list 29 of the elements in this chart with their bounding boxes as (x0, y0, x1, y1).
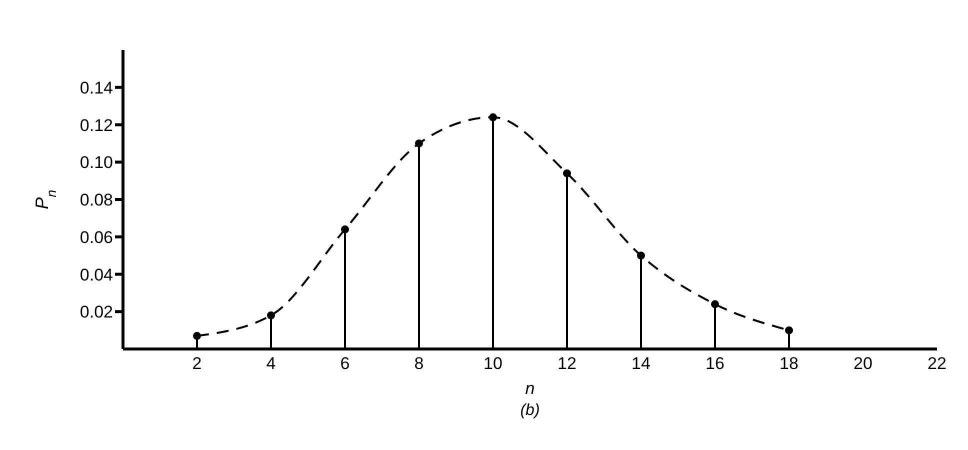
x-tick-label: 4 (266, 354, 276, 374)
point (563, 169, 571, 178)
text: (b) (519, 402, 541, 420)
x-tick-label: 18 (780, 354, 798, 374)
point (341, 225, 349, 234)
point (193, 332, 201, 340)
point (489, 113, 497, 122)
point (711, 300, 719, 308)
x-tick-label: 6 (340, 354, 350, 374)
x-tick-label: 22 (928, 354, 946, 374)
point (415, 139, 423, 148)
y-tick-label: 0.04 (80, 265, 113, 284)
point (637, 252, 645, 260)
y-tick-label: 0.10 (80, 153, 113, 172)
y-tick-label: 0.12 (80, 116, 113, 135)
x-tick-label: 10 (484, 354, 502, 374)
x-tick-label: 20 (854, 354, 872, 374)
y-tick-label: 0.02 (80, 302, 113, 322)
point (267, 311, 275, 320)
x-axis-title: n (525, 379, 535, 398)
x-tick-label: 14 (632, 354, 650, 374)
x-tick-label: 8 (414, 354, 424, 374)
point (785, 326, 793, 334)
x-tick-label: 2 (192, 354, 202, 374)
y-tick-label: 0.14 (80, 78, 113, 98)
x-tick-label: 16 (706, 354, 724, 374)
y-tick-label: 0.08 (80, 190, 113, 210)
y-tick-label: 0.06 (80, 228, 113, 247)
x-tick-label: 12 (558, 354, 576, 374)
